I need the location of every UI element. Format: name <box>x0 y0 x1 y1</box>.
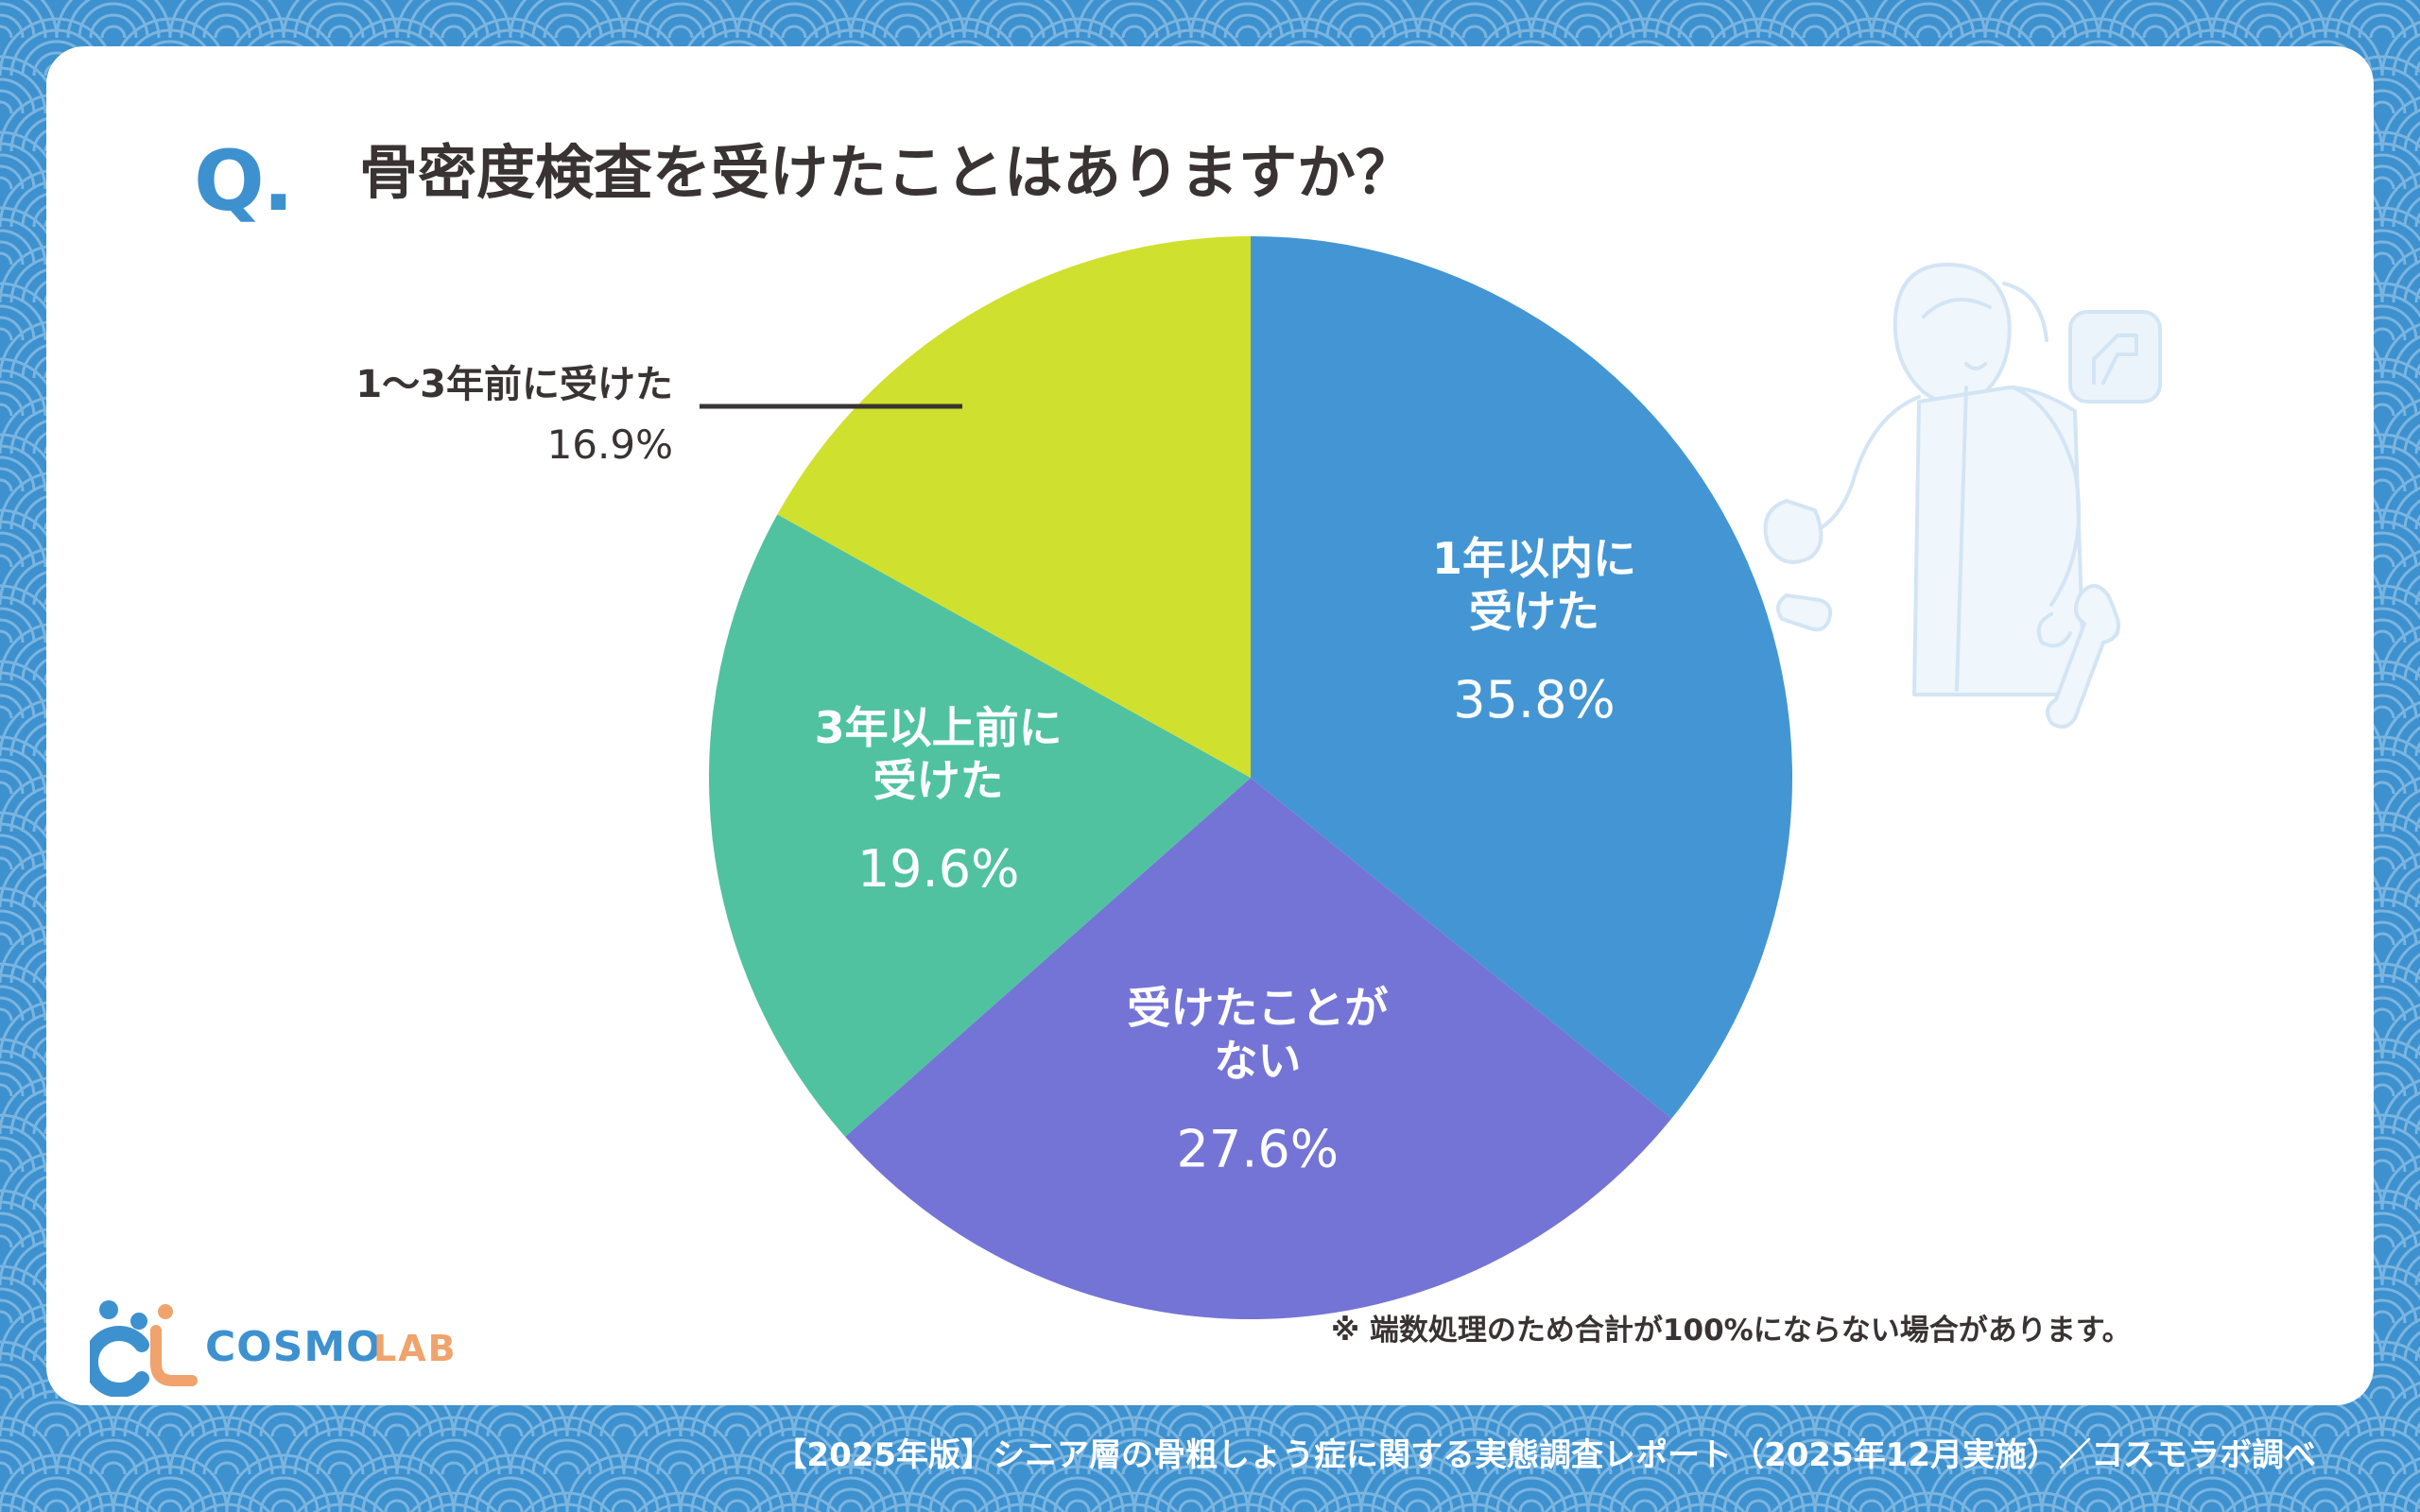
slice-value-label-3: 19.6% <box>857 839 1020 899</box>
question-mark-label: Q. <box>194 132 294 230</box>
footer-source-text: 【2025年版】シニア層の骨粗しょう症に関する実態調査レポート（2025年12月… <box>774 1436 2316 1474</box>
pie-slice-3 <box>709 514 1251 1137</box>
slice-label-3-line-2: 受けた <box>873 755 1004 806</box>
slice-label-2-line-1: 受けたことが <box>1127 982 1388 1033</box>
logo-text-lab: LAB <box>373 1328 458 1369</box>
slice-label-2-line-2: ない <box>1214 1035 1301 1086</box>
logo-text-cosmo: COSMO <box>205 1323 383 1371</box>
slice-label-1-line-2: 受けた <box>1469 586 1599 637</box>
slice-label-1-line-1: 1年以内に <box>1432 533 1636 584</box>
pie-slice-4 <box>777 236 1251 778</box>
cosmo-lab-logo: COSMO LAB <box>90 1293 468 1397</box>
cosmo-lab-logo-mark-icon <box>90 1300 198 1397</box>
slice-value-label-2: 27.6% <box>1177 1119 1340 1178</box>
question-title: 骨密度検査を受けたことはありますか？ <box>359 138 1415 207</box>
senior-woman-illustration <box>1763 263 2162 729</box>
pie-slice-2 <box>845 778 1672 1320</box>
slice-value-label-1: 35.8% <box>1453 670 1616 730</box>
slice-label-3-line-1: 3年以上前に <box>815 702 1063 753</box>
slice-label-4-line-1: 1〜3年前に受けた <box>355 363 673 406</box>
pie-slice-1 <box>1251 236 1792 1119</box>
rounding-note: ※ 端数処理のため合計が100%にならない場合があります。 <box>1331 1314 2132 1348</box>
slice-value-label-4: 16.9% <box>547 421 673 468</box>
